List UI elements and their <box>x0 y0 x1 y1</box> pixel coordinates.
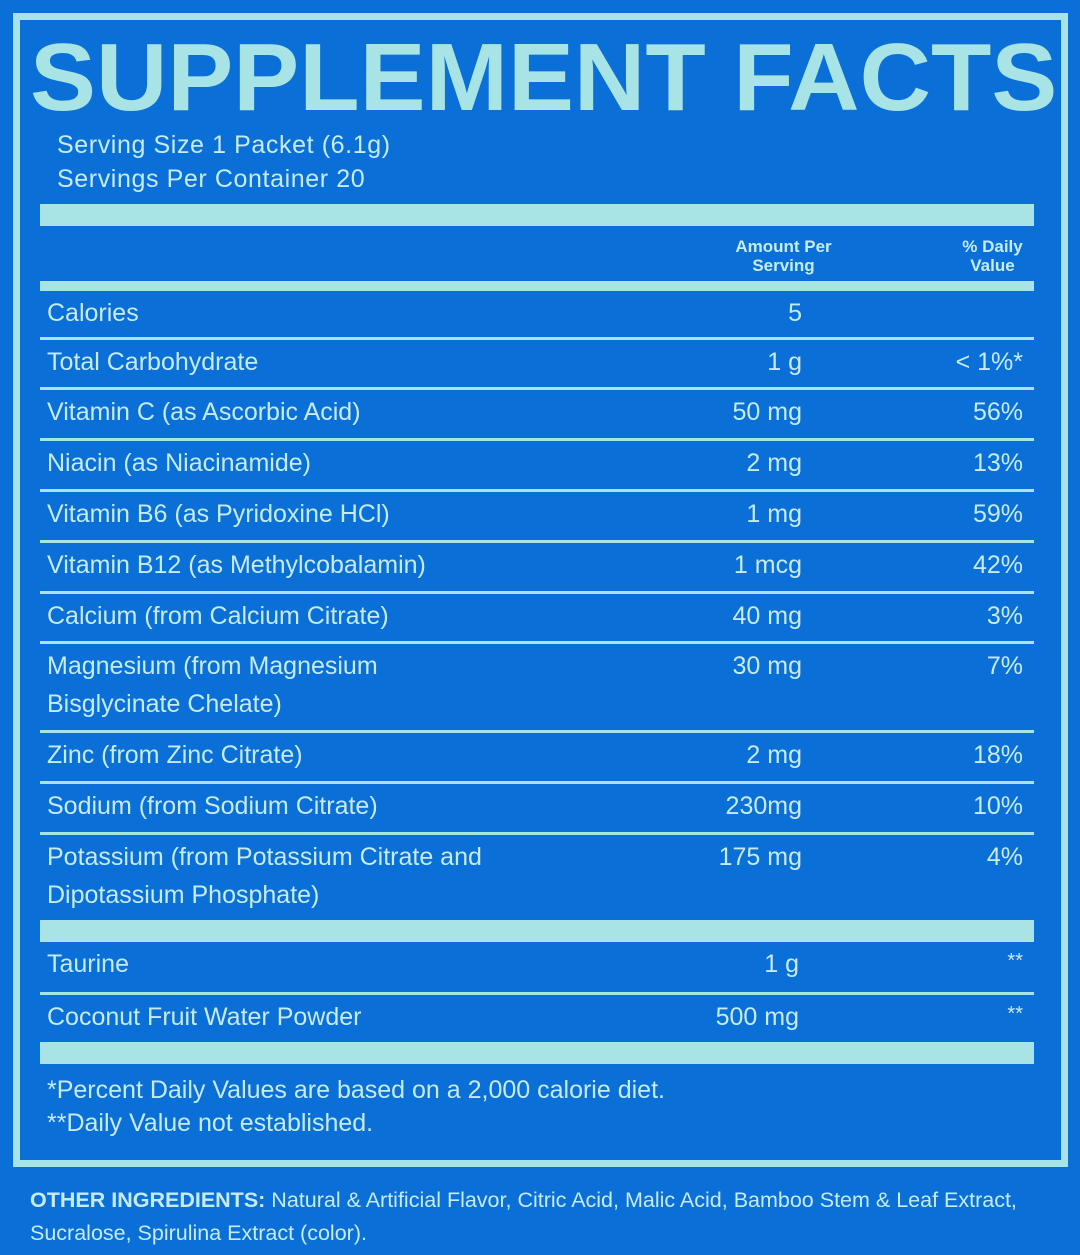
supplement-facts-panel <box>13 13 1068 1167</box>
daily-value: ** <box>1007 950 1023 972</box>
nutrient-name: Calories <box>47 294 139 332</box>
nutrient-name: Potassium (from Potassium Citrate and Dip… <box>47 838 482 914</box>
nutrient-name-line: Magnesium (from Magnesium <box>47 652 378 680</box>
servings-per-container: Servings Per Container 20 <box>57 165 366 193</box>
daily-value: 4% <box>986 843 1023 871</box>
footnote-not-established: **Daily Value not established. <box>47 1109 374 1137</box>
dv-header-line1: % Daily <box>962 237 1023 256</box>
daily-value: 3% <box>986 602 1023 630</box>
nutrient-name: Magnesium (from Magnesium Bisglycinate Ch… <box>47 647 378 723</box>
nutrient-name-line: Bisglycinate Chelate) <box>47 690 282 718</box>
nutrient-name: Niacin (as Niacinamide) <box>47 444 311 482</box>
daily-value: < 1%* <box>955 348 1023 376</box>
ingredients-label: OTHER INGREDIENTS: <box>30 1188 266 1212</box>
nutrient-name: Vitamin B12 (as Methylcobalamin) <box>47 546 426 584</box>
dv-header-line2: Value <box>970 256 1015 275</box>
nutrient-name-line: Niacin (as Niacinamide) <box>47 449 311 477</box>
table-row: Calcium (from Calcium Citrate) 40 mg 3% <box>40 594 1034 644</box>
table-row: Coconut Fruit Water Powder 500 mg ** <box>40 995 1034 1042</box>
amount-per-serving: 2 mg <box>746 741 802 769</box>
thick-divider-bottom <box>40 1042 1034 1064</box>
amount-per-serving-header: Amount Per Serving <box>706 237 861 275</box>
amount-per-serving: 230mg <box>725 792 802 820</box>
nutrient-name-line: Zinc (from Zinc Citrate) <box>47 741 303 769</box>
daily-value: 10% <box>972 792 1023 820</box>
amount-per-serving: 30 mg <box>732 652 802 680</box>
nutrient-name-line: Total Carbohydrate <box>47 348 259 376</box>
nutrient-name-line: Calories <box>47 299 139 327</box>
table-row: Potassium (from Potassium Citrate and Dip… <box>40 835 1034 920</box>
thick-divider-middle <box>40 920 1034 942</box>
table-row: Vitamin B6 (as Pyridoxine HCl) 1 mg 59% <box>40 492 1034 543</box>
table-row: Total Carbohydrate 1 g < 1%* <box>40 340 1034 390</box>
amount-per-serving: 1 g <box>764 950 799 978</box>
nutrient-name: Sodium (from Sodium Citrate) <box>47 787 378 825</box>
table-row: Vitamin C (as Ascorbic Acid) 50 mg 56% <box>40 390 1034 441</box>
medium-divider <box>40 281 1034 291</box>
serving-size: Serving Size 1 Packet (6.1g) <box>57 131 391 159</box>
nutrient-name: Taurine <box>47 945 129 983</box>
table-row: Niacin (as Niacinamide) 2 mg 13% <box>40 441 1034 492</box>
nutrient-name-line: Vitamin B12 (as Methylcobalamin) <box>47 551 426 579</box>
amount-per-serving: 1 g <box>767 348 802 376</box>
nutrient-name: Coconut Fruit Water Powder <box>47 998 361 1036</box>
table-row: Sodium (from Sodium Citrate) 230mg 10% <box>40 784 1034 835</box>
table-row: Vitamin B12 (as Methylcobalamin) 1 mcg 42% <box>40 543 1034 594</box>
nutrient-name-line: Vitamin C (as Ascorbic Acid) <box>47 398 361 426</box>
nutrient-name-line: Dipotassium Phosphate) <box>47 881 320 909</box>
nutrient-name-line: Calcium (from Calcium Citrate) <box>47 602 389 630</box>
nutrient-name-line: Taurine <box>47 950 129 978</box>
nutrient-name: Vitamin C (as Ascorbic Acid) <box>47 393 361 431</box>
nutrient-name-line: Coconut Fruit Water Powder <box>47 1003 362 1031</box>
daily-value-header: % Daily Value <box>945 237 1040 275</box>
daily-value: 7% <box>986 652 1023 680</box>
table-row: Taurine 1 g ** <box>40 942 1034 995</box>
daily-value: 56% <box>972 398 1023 426</box>
ingredients-text: Natural & Artificial Flavor, Citric Acid… <box>30 1188 1017 1245</box>
page-title: SUPPLEMENT FACTS <box>30 24 1058 131</box>
amount-per-serving: 50 mg <box>732 398 802 426</box>
daily-value: 42% <box>972 551 1023 579</box>
other-ingredients: OTHER INGREDIENTS: Natural & Artificial … <box>30 1184 1050 1250</box>
table-row: Calories 5 <box>40 291 1034 340</box>
amount-per-serving: 175 mg <box>718 843 802 871</box>
amount-per-serving: 500 mg <box>715 1003 799 1031</box>
daily-value: 13% <box>972 449 1023 477</box>
amount-per-serving: 2 mg <box>746 449 802 477</box>
amount-per-serving: 5 <box>788 299 802 327</box>
table-row: Magnesium (from Magnesium Bisglycinate Ch… <box>40 644 1034 733</box>
amount-per-serving: 40 mg <box>732 602 802 630</box>
nutrient-name: Zinc (from Zinc Citrate) <box>47 736 303 774</box>
nutrient-name-line: Sodium (from Sodium Citrate) <box>47 792 378 820</box>
thick-divider-top <box>40 204 1034 226</box>
amount-header-line2: Serving <box>752 256 815 275</box>
daily-value: 18% <box>972 741 1023 769</box>
nutrient-name-line: Vitamin B6 (as Pyridoxine HCl) <box>47 500 390 528</box>
amount-per-serving: 1 mg <box>746 500 802 528</box>
amount-header-line1: Amount Per <box>735 237 832 256</box>
nutrient-name: Calcium (from Calcium Citrate) <box>47 597 389 635</box>
nutrient-name: Total Carbohydrate <box>47 343 258 381</box>
footnote-daily-values: *Percent Daily Values are based on a 2,0… <box>47 1076 665 1104</box>
daily-value: 59% <box>972 500 1023 528</box>
nutrient-name: Vitamin B6 (as Pyridoxine HCl) <box>47 495 390 533</box>
daily-value: ** <box>1007 1003 1023 1025</box>
amount-per-serving: 1 mcg <box>733 551 802 579</box>
table-row: Zinc (from Zinc Citrate) 2 mg 18% <box>40 733 1034 784</box>
nutrient-name-line: Potassium (from Potassium Citrate and <box>47 843 482 871</box>
